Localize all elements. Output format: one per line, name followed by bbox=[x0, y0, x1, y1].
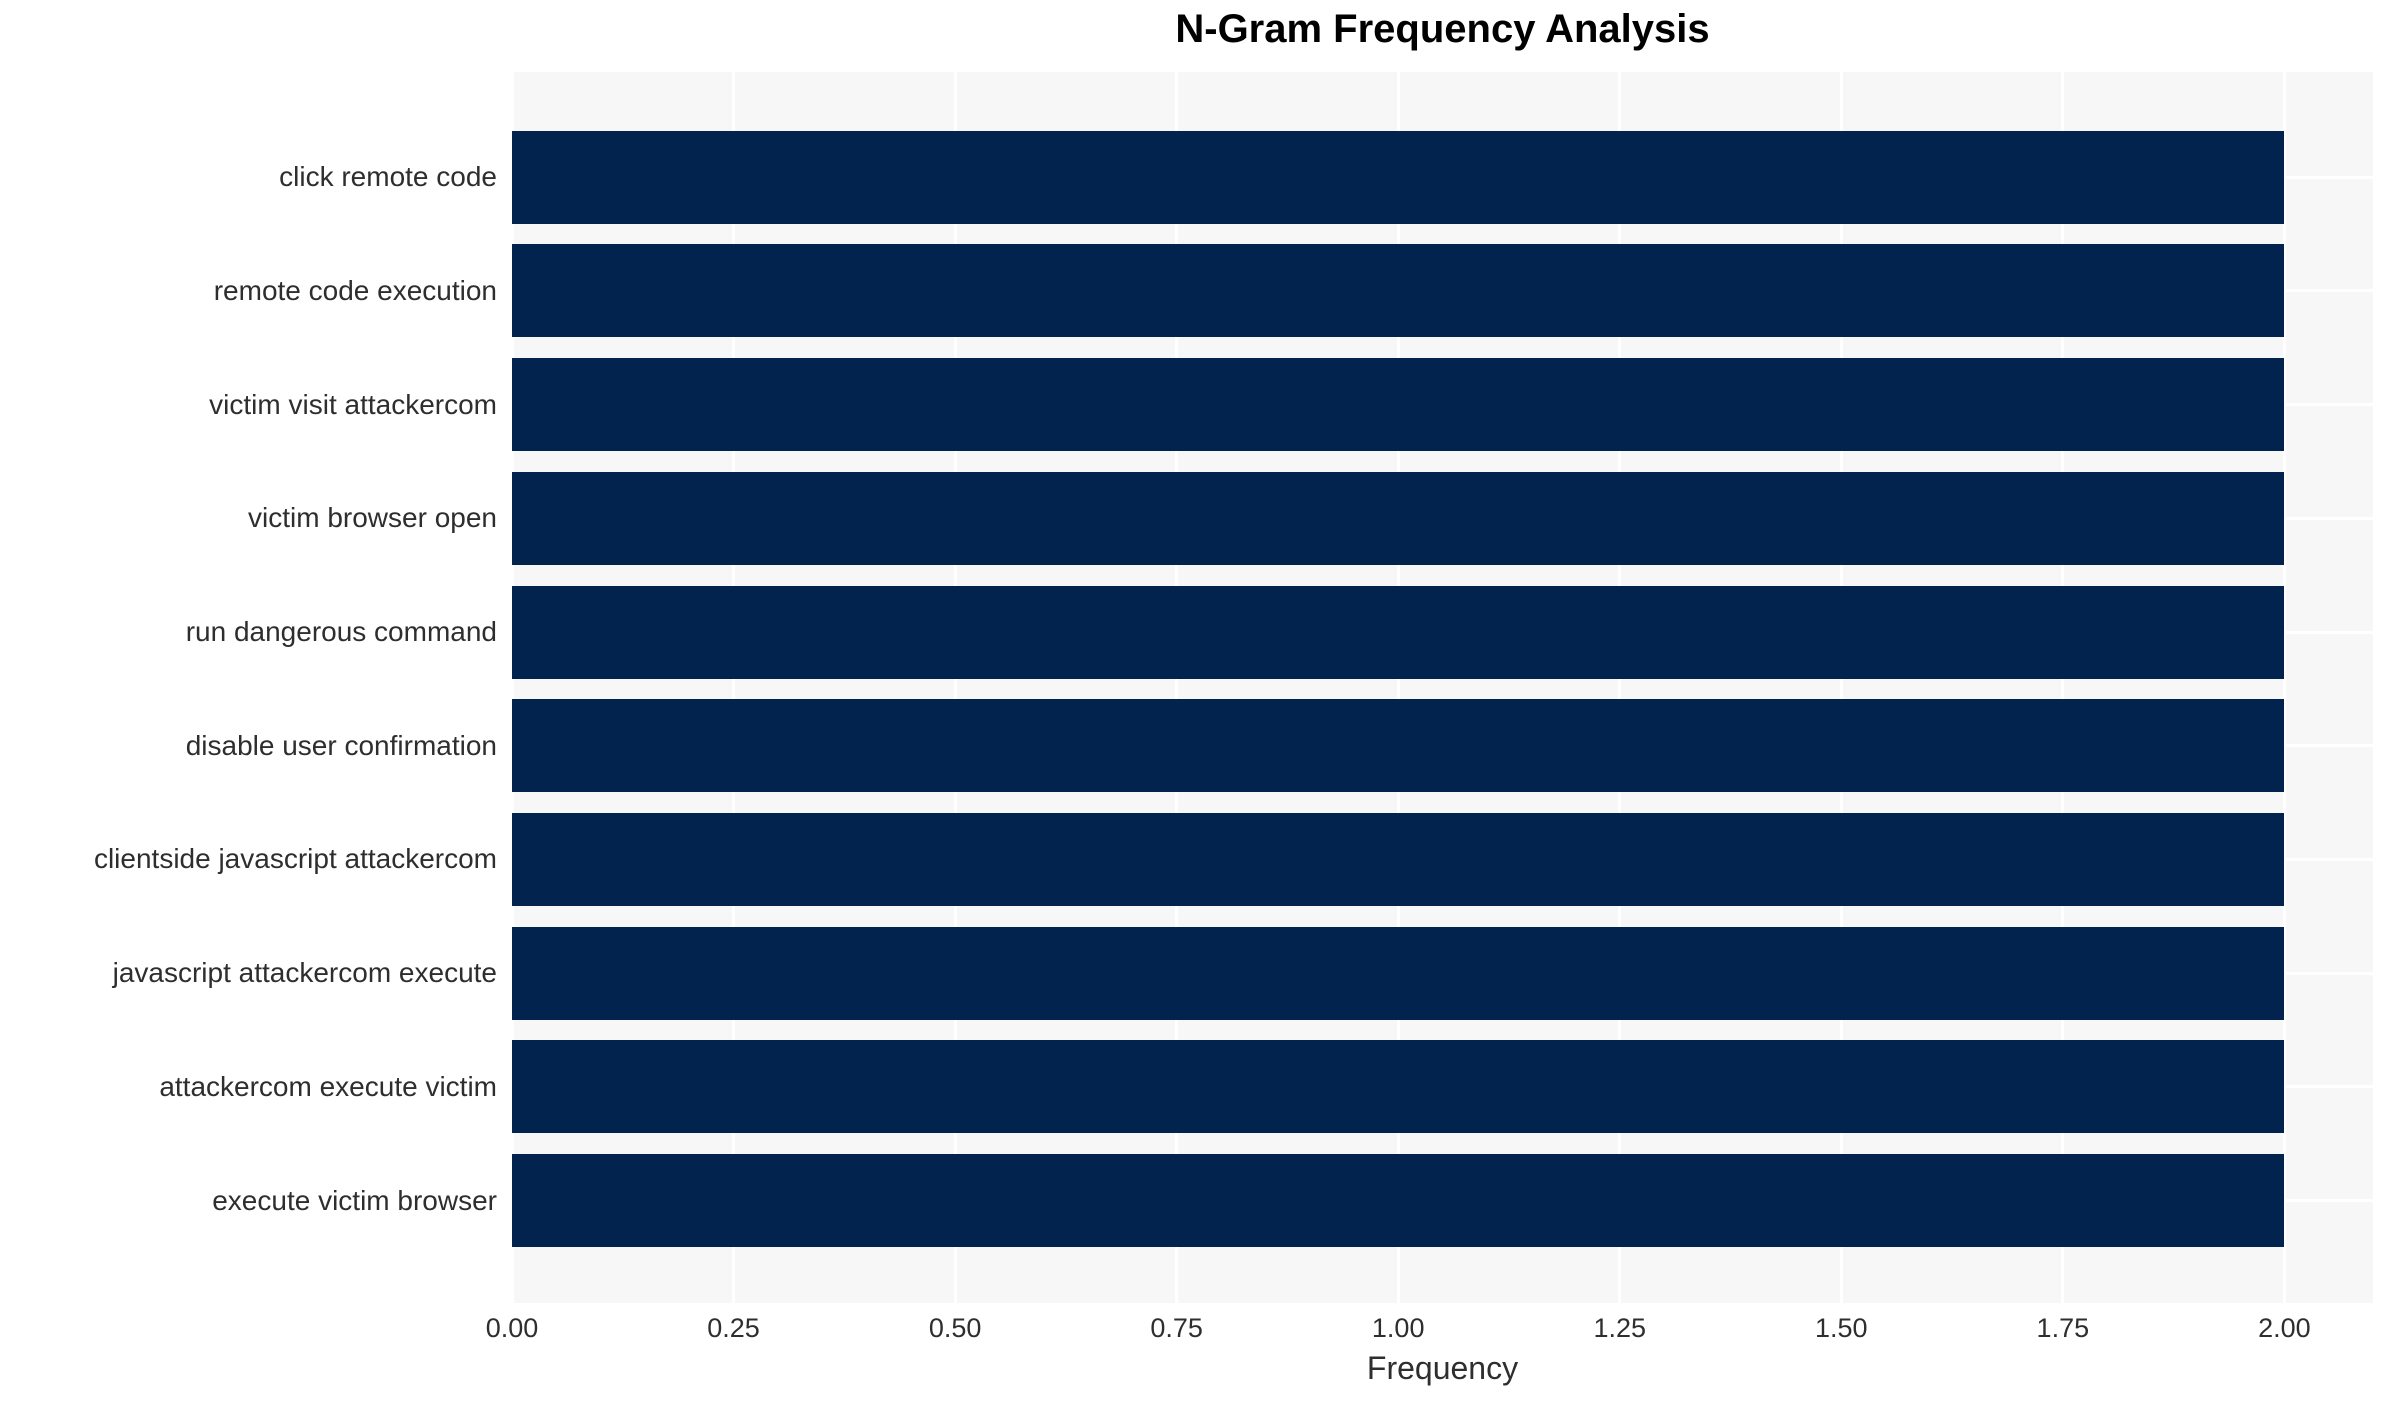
gridline-vertical bbox=[1175, 72, 1179, 1303]
x-tick-label: 1.25 bbox=[1593, 1313, 1647, 1343]
bar bbox=[512, 699, 2285, 793]
y-tick-label: victim visit attackercom bbox=[209, 388, 497, 420]
bar bbox=[512, 585, 2285, 679]
gridline-vertical bbox=[953, 72, 957, 1303]
x-tick-label: 1.00 bbox=[1371, 1313, 1425, 1343]
gridline-vertical bbox=[512, 72, 514, 1303]
x-tick-label: 2.00 bbox=[2258, 1313, 2311, 1343]
y-tick-label: remote code execution bbox=[213, 274, 497, 306]
x-tick-label: 0.75 bbox=[1150, 1313, 1203, 1343]
gridline-vertical bbox=[2061, 72, 2065, 1303]
gridline-vertical bbox=[732, 72, 736, 1303]
x-tick-label: 1.75 bbox=[2036, 1313, 2090, 1343]
y-tick-label: run dangerous command bbox=[185, 616, 497, 647]
x-tick-label: 1.50 bbox=[1815, 1313, 1868, 1343]
y-tick-label: victim browser open bbox=[248, 502, 497, 534]
gridline-vertical bbox=[1618, 72, 1622, 1303]
y-tick-label: click remote code bbox=[279, 161, 497, 193]
plot-area bbox=[512, 72, 2373, 1303]
bar bbox=[512, 812, 2285, 906]
y-tick-label: execute victim browser bbox=[212, 1184, 497, 1216]
x-tick-label: 0.25 bbox=[707, 1313, 760, 1343]
y-tick-label: disable user confirmation bbox=[185, 729, 497, 761]
x-axis-title: Frequency bbox=[1366, 1350, 1519, 1386]
x-tick-label: 0.50 bbox=[928, 1313, 982, 1343]
gridline-vertical bbox=[1396, 72, 1400, 1303]
bar bbox=[512, 244, 2285, 338]
bar bbox=[512, 1040, 2285, 1134]
y-tick-label: clientside javascript attackercom bbox=[93, 843, 497, 875]
x-tick-label: 0.00 bbox=[485, 1313, 539, 1343]
bar bbox=[512, 358, 2285, 452]
y-tick-label: attackercom execute victim bbox=[159, 1070, 497, 1102]
bar bbox=[512, 1154, 2285, 1247]
bar bbox=[512, 130, 2285, 224]
bar bbox=[512, 471, 2285, 565]
gridline-vertical bbox=[2282, 72, 2286, 1303]
y-tick-label: javascript attackercom execute bbox=[112, 957, 497, 989]
bar bbox=[512, 926, 2285, 1020]
chart-title: N-Gram Frequency Analysis bbox=[1175, 7, 1710, 51]
gridline-vertical bbox=[1839, 72, 1843, 1303]
